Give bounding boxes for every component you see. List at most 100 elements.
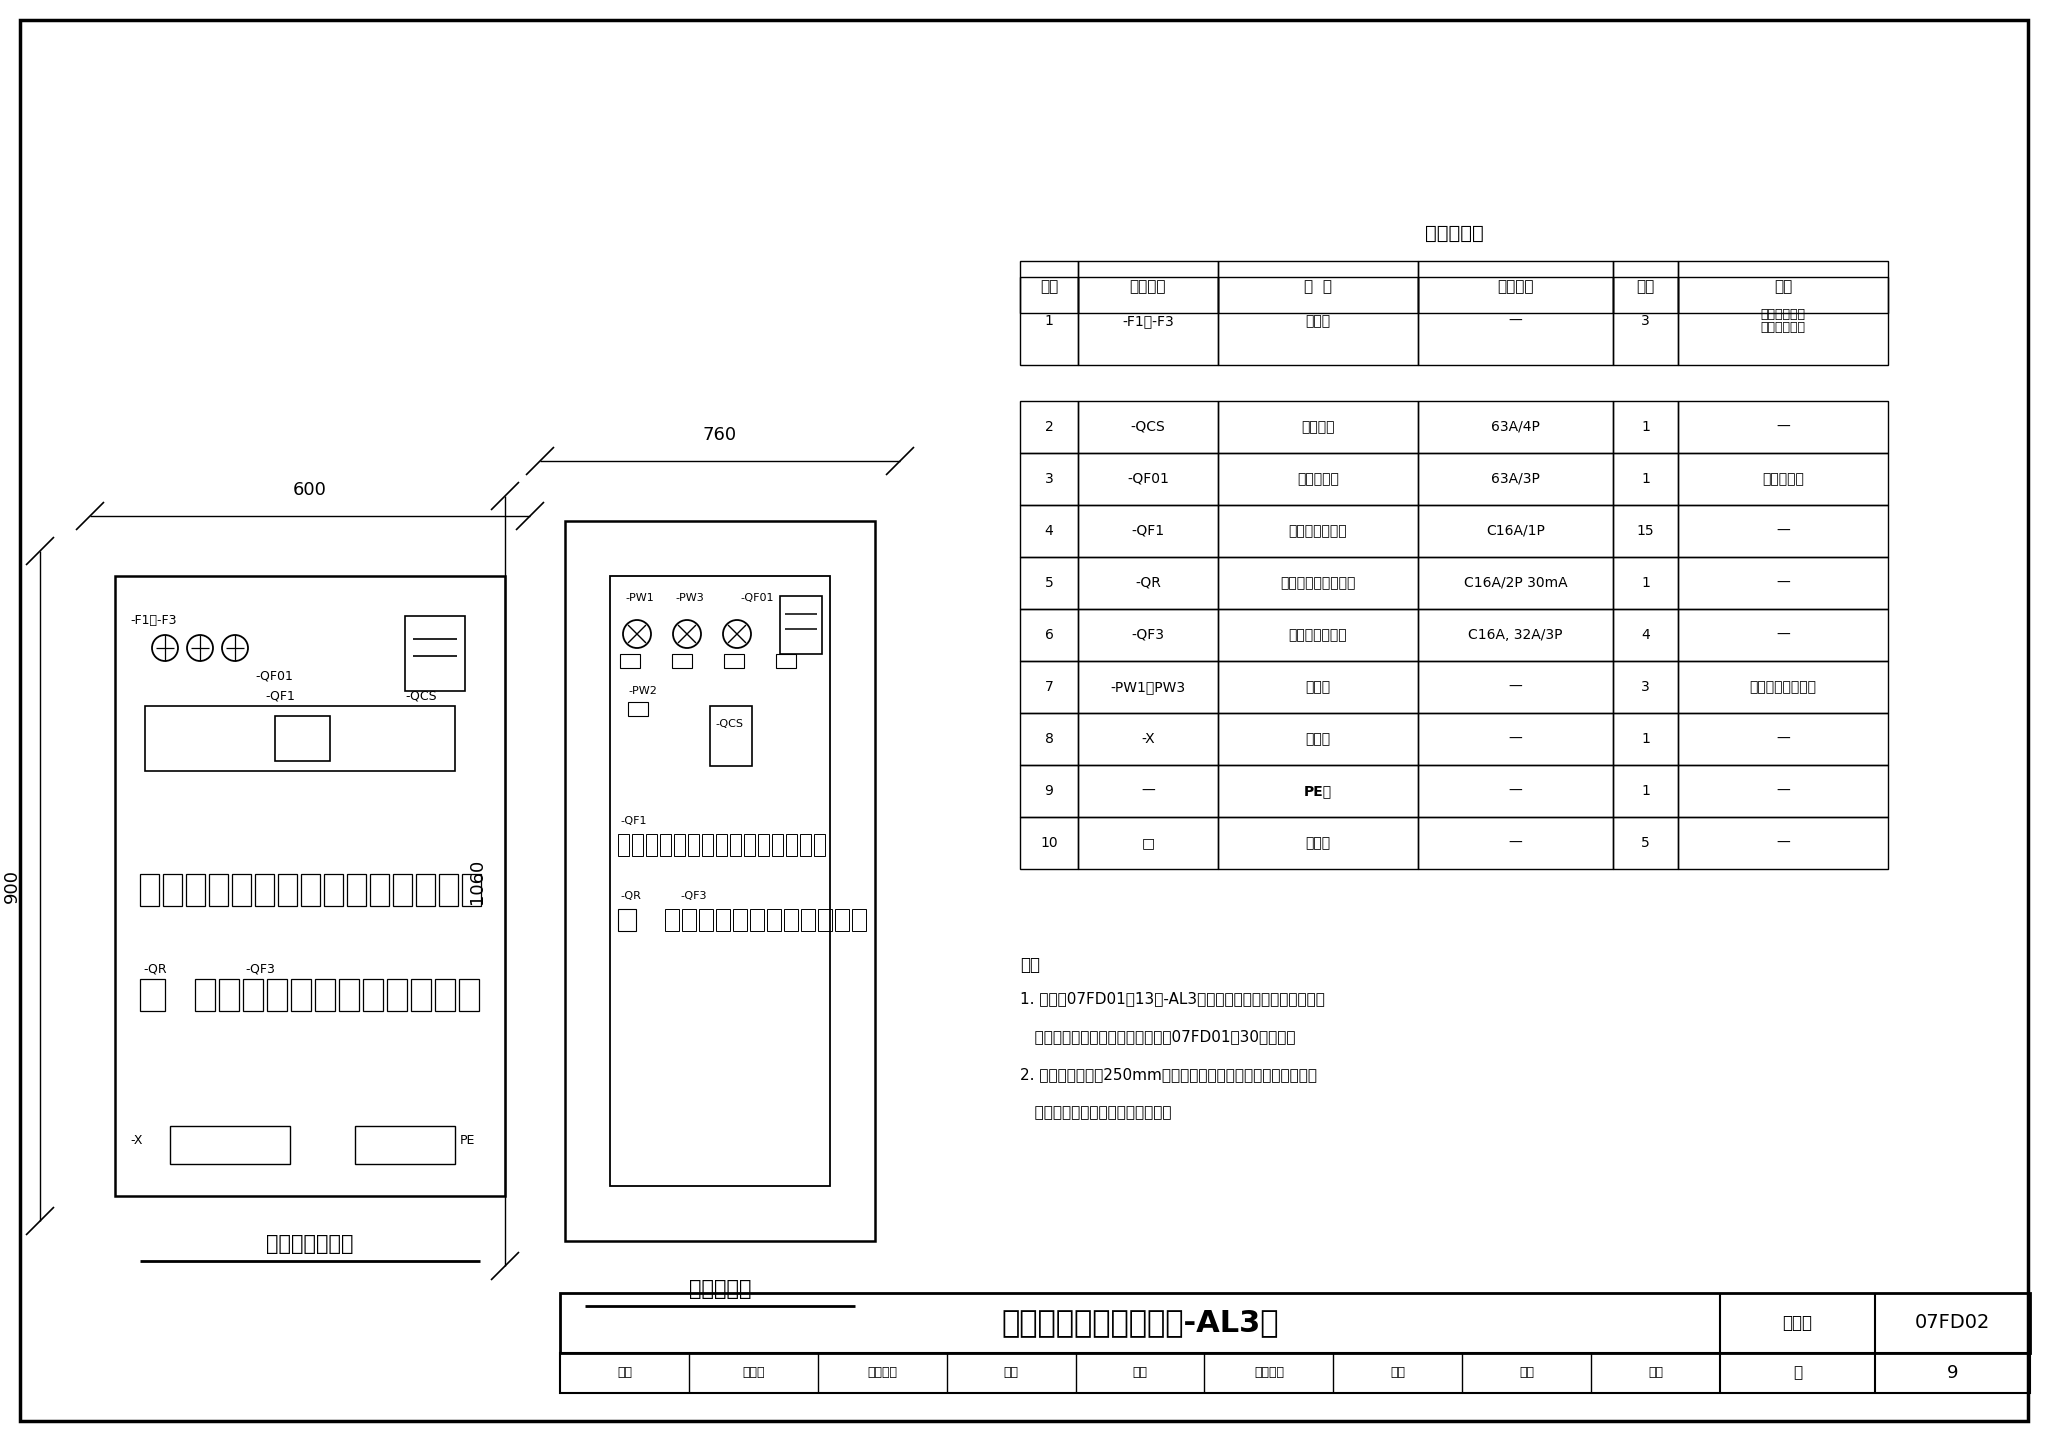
Bar (698, 909, 713, 931)
Text: 8: 8 (1044, 732, 1053, 746)
Bar (750, 909, 764, 931)
Text: -QR: -QR (143, 963, 166, 976)
Text: —: — (1776, 628, 1790, 643)
Bar (711, 706, 752, 767)
Text: 1: 1 (1640, 732, 1651, 746)
Bar (1614, 765, 1677, 817)
Bar (438, 875, 459, 906)
Bar (459, 978, 479, 1012)
Bar (1417, 558, 1614, 610)
Bar (1020, 261, 1077, 313)
Bar (672, 654, 692, 669)
Bar (1077, 765, 1219, 817)
Bar (1219, 661, 1417, 713)
Bar (1219, 452, 1417, 504)
Text: 760: 760 (702, 427, 737, 444)
Text: 注：: 注： (1020, 955, 1040, 974)
Bar (1219, 558, 1417, 610)
Bar (266, 978, 287, 1012)
Text: —: — (1776, 525, 1790, 537)
Bar (784, 909, 799, 931)
Bar (1677, 452, 1888, 504)
Bar (702, 834, 713, 856)
Bar (1417, 261, 1614, 313)
Bar (164, 875, 182, 906)
Text: PE排: PE排 (1305, 784, 1331, 798)
Bar (1417, 661, 1614, 713)
Text: 带隔离功能: 带隔离功能 (1761, 473, 1804, 486)
Bar (780, 597, 821, 654)
Text: 配电柜（箱）布置图（-AL3）: 配电柜（箱）布置图（-AL3） (1001, 1308, 1278, 1337)
Bar (1020, 452, 1077, 504)
Bar (139, 875, 160, 906)
Text: 箱内元件布置图: 箱内元件布置图 (266, 1233, 354, 1254)
Text: —: — (1509, 680, 1522, 695)
Bar (315, 978, 336, 1012)
Text: 9: 9 (1044, 784, 1053, 798)
Bar (618, 909, 637, 931)
Text: 参照代号: 参照代号 (1130, 280, 1165, 294)
Bar (412, 978, 430, 1012)
Bar (1417, 452, 1614, 504)
Bar (1614, 452, 1677, 504)
Bar (629, 702, 647, 716)
Text: -QF1: -QF1 (621, 816, 647, 826)
Bar (1614, 277, 1677, 365)
Bar (1417, 765, 1614, 817)
Bar (1417, 504, 1614, 558)
Bar (1077, 661, 1219, 713)
Text: 佟旭: 佟旭 (1649, 1366, 1663, 1379)
Text: 1060: 1060 (469, 859, 485, 904)
Text: -PW1～PW3: -PW1～PW3 (1110, 680, 1186, 695)
Bar (813, 834, 825, 856)
Bar (1020, 713, 1077, 765)
Bar (1417, 713, 1614, 765)
Text: -QCS: -QCS (1130, 419, 1165, 434)
Text: C16A/2P 30mA: C16A/2P 30mA (1464, 576, 1567, 589)
Bar (393, 875, 412, 906)
Bar (186, 875, 205, 906)
Bar (666, 909, 680, 931)
Text: 审核: 审核 (616, 1366, 633, 1379)
Bar (717, 834, 727, 856)
Bar (1219, 261, 1417, 313)
Text: 1: 1 (1640, 784, 1651, 798)
Text: 07FD02: 07FD02 (1915, 1314, 1991, 1333)
Text: 箱门布置图: 箱门布置图 (688, 1280, 752, 1298)
Bar (1614, 661, 1677, 713)
Bar (274, 716, 330, 761)
Bar (1677, 261, 1888, 313)
Bar (1677, 661, 1888, 713)
Text: 7: 7 (1044, 680, 1053, 695)
Text: 900: 900 (2, 869, 20, 904)
Text: -QR: -QR (1135, 576, 1161, 589)
Bar (768, 909, 780, 931)
Text: -F1～-F3: -F1～-F3 (1122, 314, 1174, 329)
Bar (1677, 277, 1888, 365)
Bar (559, 1293, 2030, 1353)
Text: -QF1: -QF1 (1130, 525, 1165, 537)
Bar (758, 834, 768, 856)
Bar (1677, 558, 1888, 610)
Bar (801, 834, 811, 856)
Text: 指示回路保护: 指示回路保护 (1761, 321, 1806, 334)
Bar (1077, 817, 1219, 869)
Text: 端子板: 端子板 (1305, 732, 1331, 746)
Bar (1077, 610, 1219, 661)
Text: 3: 3 (1640, 314, 1651, 329)
Bar (346, 875, 367, 906)
Bar (1417, 277, 1614, 365)
Text: 3: 3 (1640, 680, 1651, 695)
Bar (674, 834, 684, 856)
Bar (688, 834, 698, 856)
Text: 2. 箱体参考厚度为250mm，箱内元件规格、数量及外形尺寸由单: 2. 箱体参考厚度为250mm，箱内元件规格、数量及外形尺寸由单 (1020, 1066, 1317, 1082)
Bar (324, 875, 342, 906)
Text: -QCS: -QCS (715, 719, 743, 729)
Bar (1020, 817, 1077, 869)
Bar (1020, 277, 1077, 365)
Bar (219, 978, 240, 1012)
Text: C16A, 32A/3P: C16A, 32A/3P (1468, 628, 1563, 643)
Bar (618, 834, 629, 856)
Text: 5: 5 (1640, 836, 1651, 850)
Text: 1: 1 (1640, 419, 1651, 434)
